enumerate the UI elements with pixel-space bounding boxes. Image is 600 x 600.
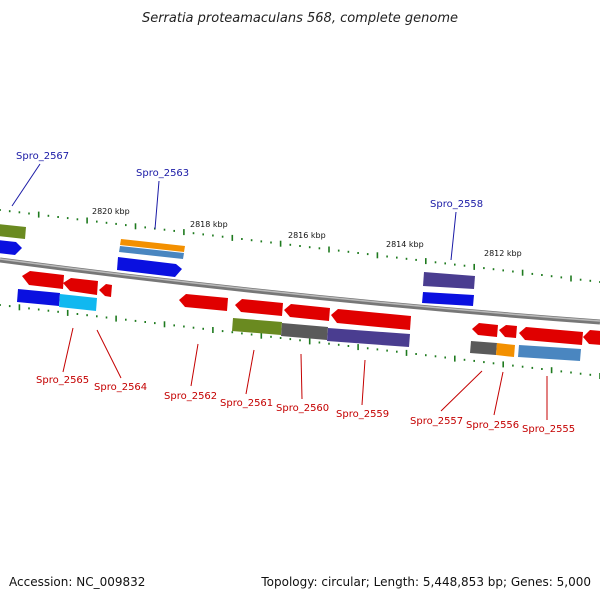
gene-feature[interactable] xyxy=(331,309,411,330)
gene-feature[interactable] xyxy=(499,325,517,338)
lower-features xyxy=(17,271,600,361)
gene-feature[interactable] xyxy=(583,330,600,345)
leader-line xyxy=(96,329,122,379)
gene-label[interactable]: Spro_2561 xyxy=(220,398,273,409)
gene-feature[interactable] xyxy=(519,327,583,345)
gene-feature[interactable] xyxy=(470,341,497,355)
gene-label[interactable]: Spro_2562 xyxy=(164,391,217,402)
leader-line xyxy=(190,343,199,387)
gene-feature[interactable] xyxy=(518,345,581,361)
gene-feature[interactable] xyxy=(17,289,60,306)
gene-feature[interactable] xyxy=(327,328,410,347)
gene-label[interactable]: Spro_2559 xyxy=(336,409,389,420)
scale-label-2816: 2816 kbp xyxy=(288,231,326,240)
gene-feature[interactable] xyxy=(281,323,328,340)
scale-ticks xyxy=(0,209,600,379)
accession-label: Accession: NC_009832 xyxy=(9,575,145,589)
gene-feature[interactable] xyxy=(63,278,98,295)
gene-feature[interactable] xyxy=(235,299,283,316)
leader-line xyxy=(62,327,74,373)
leader-line xyxy=(493,371,504,416)
leader-line xyxy=(450,211,457,261)
gene-feature[interactable] xyxy=(232,318,282,335)
gene-label[interactable]: Spro_2565 xyxy=(36,375,89,386)
gene-label[interactable]: Spro_2563 xyxy=(136,168,189,179)
gene-label[interactable]: Spro_2555 xyxy=(522,424,575,435)
gene-feature[interactable] xyxy=(117,257,182,277)
map-title: Serratia proteamaculans 568, complete ge… xyxy=(142,11,458,26)
gene-label[interactable]: Spro_2564 xyxy=(94,382,147,393)
genome-backbone-highlight xyxy=(0,258,600,322)
gene-feature[interactable] xyxy=(59,294,97,311)
gene-label[interactable]: Spro_2567 xyxy=(16,151,69,162)
scale-label-2818: 2818 kbp xyxy=(190,220,228,229)
label-leaders xyxy=(11,163,548,420)
gene-label[interactable]: Spro_2560 xyxy=(276,403,329,414)
upper-features xyxy=(0,224,475,306)
gene-feature[interactable] xyxy=(120,239,185,252)
leader-line xyxy=(11,163,41,207)
leader-line xyxy=(154,180,160,230)
gene-feature[interactable] xyxy=(119,246,184,259)
gene-label[interactable]: Spro_2558 xyxy=(430,199,483,210)
gene-feature[interactable] xyxy=(179,294,228,311)
gene-feature[interactable] xyxy=(496,343,515,357)
topology-summary: Topology: circular; Length: 5,448,853 bp… xyxy=(260,575,591,589)
scale-label-2812: 2812 kbp xyxy=(484,249,522,258)
leader-line xyxy=(300,353,303,400)
gene-feature[interactable] xyxy=(423,272,475,289)
gene-label[interactable]: Spro_2556 xyxy=(466,420,519,431)
scale-label-2814: 2814 kbp xyxy=(386,240,424,249)
leader-line xyxy=(440,370,483,412)
gene-feature[interactable] xyxy=(422,292,474,306)
gene-feature[interactable] xyxy=(0,240,22,255)
leader-line xyxy=(245,349,255,395)
gene-feature[interactable] xyxy=(22,271,64,289)
gene-label[interactable]: Spro_2557 xyxy=(410,416,463,427)
gene-feature[interactable] xyxy=(99,284,112,297)
gene-feature[interactable] xyxy=(0,224,26,239)
scale-label-2820: 2820 kbp xyxy=(92,207,130,216)
leader-line xyxy=(361,359,366,406)
genome-backbone xyxy=(0,257,600,325)
gene-feature[interactable] xyxy=(284,304,330,321)
gene-feature[interactable] xyxy=(472,323,498,337)
